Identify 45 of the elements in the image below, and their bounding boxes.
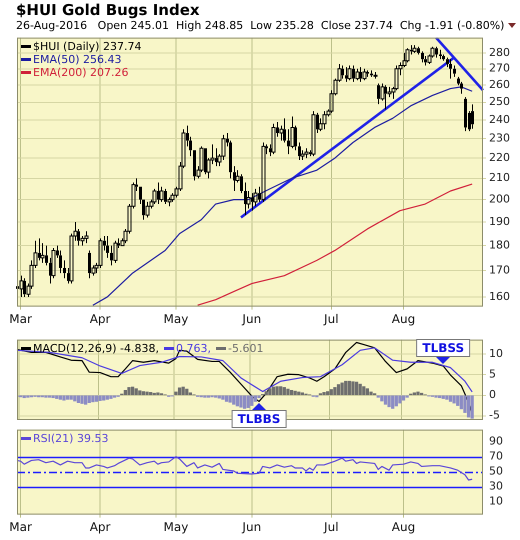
y-tick-label: 240 [489,112,510,126]
y-tick-label: 90 [489,434,503,448]
x-tick-label: Apr [90,312,111,326]
y-tick-label: 70 [489,450,503,463]
y-tick-label: 220 [489,150,510,164]
y-tick-label: 280 [489,46,510,59]
y-tick-label: 170 [489,263,510,276]
y-tick-label: 180 [489,238,510,252]
legend-label: EMA(200) 207.26 [33,66,129,79]
y-tick-label: 0 [489,388,496,402]
y-tick-label: 10 [489,346,503,360]
y-tick-label: 270 [489,62,510,75]
y-tick-label: 50 [489,464,503,478]
legend-label: MACD(12,26,9) -4.838, [33,342,159,355]
y-tick-label: 30 [489,480,503,493]
x-tick-label: Jun [241,520,262,534]
legend-label: -5.601 [228,342,264,355]
x-tick-label: May [164,520,188,534]
y-tick-label: 210 [489,171,510,184]
x-tick-label: Mar [9,520,32,534]
annotation: TLBSS [416,338,470,357]
x-tick-label: Jun [241,312,262,326]
y-tick-label: 200 [489,192,510,206]
y-tick-label: 190 [489,214,510,228]
y-tick-label: 5 [489,368,496,381]
y-tick-label: 260 [489,78,510,92]
x-tick-label: Aug [392,520,416,534]
legend-label: 0.763, [176,342,211,355]
chart-title: $HUI Gold Bugs Index [16,1,200,19]
x-tick-label: May [164,312,188,326]
y-tick-label: 10 [489,494,503,508]
x-tick-label: Aug [392,312,416,326]
legend-label: EMA(50) 256.43 [33,52,122,66]
y-tick-label: 160 [489,290,510,303]
legend-label: $HUI (Daily) 237.74 [33,40,142,53]
x-tick-label: Apr [90,520,111,534]
x-tick-label: Jul [323,520,339,534]
x-tick-label: Jul [323,312,339,326]
y-tick-label: 250 [489,95,510,108]
annotation: TLBBS [232,410,286,428]
x-tick-label: Mar [9,312,32,326]
y-tick-label: 230 [489,132,510,145]
y-tick-label: -5 [489,408,500,422]
chart-subtitle: 26-Aug-2016 Open 245.01 High 248.85 Low 235.28 Close 237.74 Chg -1.91 (-0.80%) [16,19,506,32]
legend-label: RSI(21) 39.53 [33,432,108,445]
